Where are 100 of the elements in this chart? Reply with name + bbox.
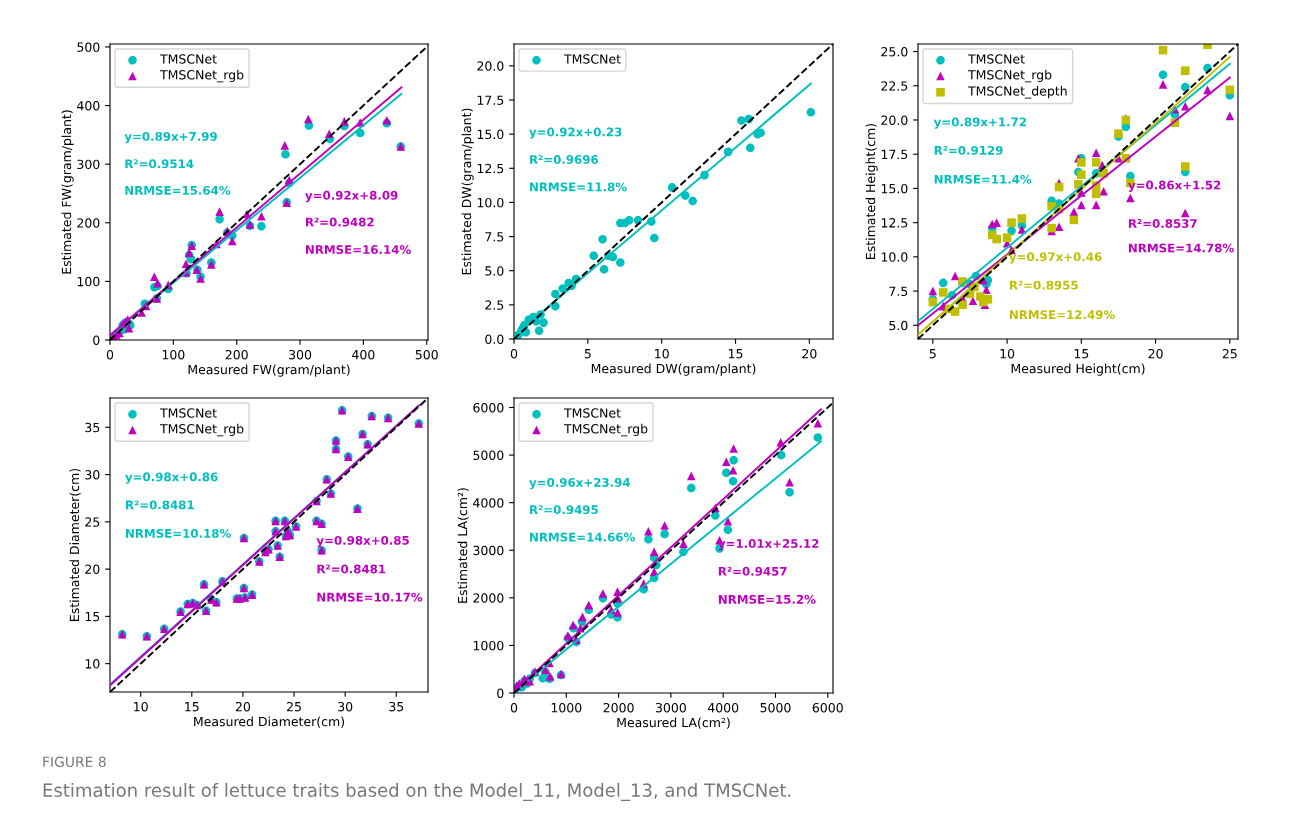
legend-label: TMSCNet_rgb: [159, 423, 244, 437]
y-axis-title: Estimated Height(cm): [865, 123, 878, 259]
legend-label: TMSCNet: [967, 54, 1025, 64]
x-tick-label: 10: [655, 348, 669, 359]
x-tick-label: 20: [1148, 348, 1163, 359]
y-tick-label: 25: [85, 517, 100, 527]
x-tick-label: 200: [225, 349, 248, 360]
y-tick-label: 300: [77, 159, 100, 170]
legend-label: TMSCNet_rgb: [159, 69, 244, 83]
x-tick-label: 1000: [551, 702, 582, 713]
annotation: R²=0.8481: [126, 500, 194, 510]
annotation: NRMSE=11.4%: [934, 174, 1032, 184]
x-tick-label: 10: [1000, 348, 1015, 359]
y-tick-label: 0: [497, 688, 504, 698]
y-tick-label: 2.5: [485, 300, 504, 310]
x-axis-title: Measured Height(cm): [1011, 363, 1145, 376]
y-tick-label: 20: [85, 564, 100, 575]
x-axis-title: Measured FW(gram/plant): [188, 364, 350, 377]
y-tick-label: 0.0: [485, 334, 504, 344]
x-tick-label: 25: [287, 701, 301, 712]
annotation: R²=0.9514: [125, 159, 194, 169]
x-tick-label: 5: [929, 349, 936, 359]
x-tick-label: 2000: [603, 702, 634, 713]
annotation: NRMSE=14.66%: [530, 532, 635, 542]
legend-label: TMSCNet_rgb: [967, 69, 1052, 83]
annotation: NRMSE=15.64%: [125, 185, 231, 195]
y-tick-label: 1000: [473, 640, 504, 651]
legend-label: TMSCNet: [563, 54, 621, 64]
x-tick-label: 0: [106, 349, 114, 360]
y-tick-label: 22.5: [881, 81, 908, 91]
x-tick-label: 30: [338, 701, 353, 712]
legend-label: TMSCNet_depth: [967, 86, 1067, 99]
annotation: y=0.89x+1.72: [933, 117, 1026, 129]
x-tick-label: 0: [510, 348, 518, 359]
y-tick-label: 5.0: [485, 266, 504, 276]
x-tick-label: 20: [802, 348, 817, 359]
x-tick-label: 5000: [760, 702, 791, 713]
annotation: y=0.89x+7.99: [124, 131, 217, 144]
y-tick-label: 500: [77, 42, 100, 52]
annotation: R²=0.9482: [306, 217, 374, 227]
x-tick-label: 35: [389, 701, 404, 712]
y-tick-label: 3000: [473, 545, 504, 556]
y-tick-label: 15.0: [477, 129, 504, 140]
y-tick-label: 6000: [473, 402, 504, 413]
y-tick-label: 0: [93, 335, 100, 345]
x-tick-label: 400: [352, 349, 375, 360]
caption: FIGURE 8: [43, 756, 106, 768]
x-axis-title: Measured LA(cm²): [617, 717, 730, 729]
y-tick-label: 4000: [473, 498, 504, 508]
x-tick-label: 3000: [655, 702, 686, 713]
annotation: NRMSE=12.49%: [1009, 310, 1115, 320]
x-tick-label: 5: [584, 349, 591, 359]
annotation: y=0.98x+0.85: [316, 535, 409, 548]
y-tick-label: 10: [85, 659, 100, 669]
y-tick-label: 400: [77, 101, 100, 111]
y-tick-label: 5000: [473, 450, 504, 461]
y-tick-label: 15: [85, 612, 100, 622]
y-tick-label: 12.5: [881, 218, 908, 228]
x-axis-title: Measured DW(gram/plant): [591, 363, 756, 376]
legend-label: TMSCNet_rgb: [563, 423, 648, 437]
legend-label: TMSCNet: [159, 54, 217, 64]
x-tick-label: 500: [415, 349, 438, 360]
x-tick-label: 0: [510, 702, 518, 713]
annotation: y=0.96x+23.94: [529, 477, 631, 490]
y-axis-title: Estimated FW(gram/plant): [61, 110, 74, 274]
annotation: NRMSE=11.8%: [530, 182, 627, 192]
x-tick-label: 20: [235, 701, 251, 712]
y-axis-title: Estimated Diameter(cm): [69, 468, 81, 621]
annotation: y=0.86x+1.52: [1128, 180, 1221, 192]
text: Estimation result of lettuce traits based on the Model_11, Model_13, and TMSCNet.: [43, 783, 791, 801]
x-tick-label: 4000: [707, 702, 739, 713]
y-tick-label: 15.0: [881, 183, 908, 194]
annotation: R²=0.9495: [530, 505, 598, 515]
legend-label: TMSCNet: [159, 408, 217, 418]
annotation: R²=0.9457: [718, 566, 787, 576]
annotation: NRMSE=16.14%: [306, 245, 411, 255]
annotation: NRMSE=10.17%: [317, 592, 423, 602]
y-tick-label: 7.5: [485, 232, 504, 242]
annotation: y=0.98x+0.86: [125, 472, 218, 484]
y-axis-title: Estimated DW(gram/plant): [461, 108, 474, 275]
annotation: NRMSE=15.2%: [718, 594, 816, 604]
y-tick-label: 10.0: [477, 197, 504, 208]
annotation: R²=0.8537: [1129, 219, 1197, 228]
y-tick-label: 17.5: [477, 95, 504, 105]
annotation: y=0.92x+8.09: [305, 190, 398, 203]
x-tick-label: 6000: [812, 702, 843, 713]
x-tick-label: 100: [162, 349, 185, 360]
y-tick-label: 35: [85, 422, 100, 433]
x-tick-label: 15: [1074, 349, 1089, 359]
y-tick-label: 200: [77, 218, 100, 228]
y-tick-label: 30: [85, 470, 100, 480]
y-tick-label: 100: [77, 276, 100, 287]
y-tick-label: 25.0: [881, 47, 908, 57]
y-tick-label: 20.0: [881, 115, 908, 125]
y-tick-label: 5.0: [889, 320, 908, 331]
annotation: NRMSE=14.78%: [1129, 243, 1234, 253]
y-tick-label: 2000: [473, 593, 504, 603]
annotation: R²=0.9696: [530, 155, 599, 164]
x-tick-label: 15: [728, 349, 743, 359]
y-tick-label: 17.5: [881, 149, 908, 160]
